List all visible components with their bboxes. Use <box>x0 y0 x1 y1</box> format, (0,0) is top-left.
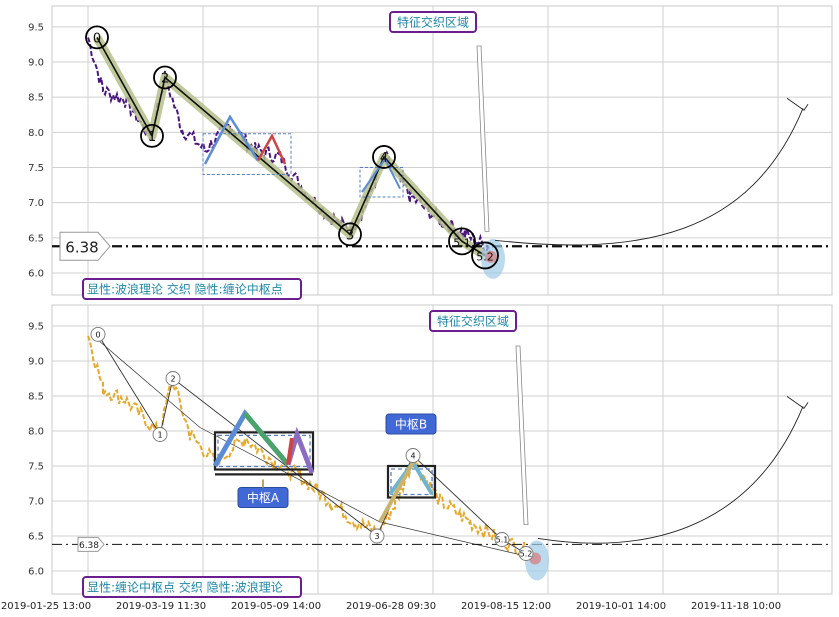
zhongshu-label-bg <box>385 413 437 435</box>
zhongshu-box-a <box>202 133 292 176</box>
zigzag-a4 <box>286 437 294 465</box>
wave-point-circle <box>405 448 421 463</box>
wave-point-circle <box>85 25 109 50</box>
wave-point-label: 4 <box>380 151 388 166</box>
y-tick-label: 9.5 <box>28 22 44 33</box>
wave-point-label: 1 <box>148 130 156 145</box>
wave-point-circle <box>494 532 510 547</box>
wave-point-circle <box>152 427 168 442</box>
y-tick-label: 9.0 <box>28 357 44 368</box>
wave-point-circle <box>448 227 476 256</box>
zigzag-a2 <box>243 411 290 467</box>
y-tick-label: 6.0 <box>28 567 44 578</box>
annotation-text: 特征交织区域 <box>437 314 509 329</box>
forecast-arc <box>494 108 804 246</box>
zhongshu-inner-b <box>390 468 433 496</box>
wave-point-label: 0 <box>93 31 101 46</box>
wave-point-circle <box>338 222 362 247</box>
wave-point-label: 4 <box>410 452 415 461</box>
y-tick-label: 7.5 <box>28 163 44 174</box>
zigzag-b <box>361 157 401 193</box>
wave-point-label: 0 <box>95 330 100 339</box>
wave-point-circle <box>165 371 181 386</box>
wave-point-circle <box>90 326 106 342</box>
wave-point-circle <box>153 65 177 90</box>
wave-point-label: 3 <box>374 532 379 541</box>
annotation-box <box>429 310 517 332</box>
price-tag <box>59 231 111 261</box>
wave-polyline <box>96 36 486 257</box>
annotation-text: 特征交织区域 <box>397 15 469 30</box>
y-tick-label: 8.0 <box>28 427 44 438</box>
wave-point-circle <box>518 546 534 561</box>
legend-caption: 显性:波浪理论 交织 隐性:缠论中枢点 <box>87 282 283 297</box>
y-tick-label: 7.5 <box>28 462 44 473</box>
wave-point-label: 3 <box>346 228 354 243</box>
wave-point-circle <box>372 145 396 169</box>
wave-point-label: 1 <box>157 431 162 440</box>
wave-point-label: 5.2 <box>476 250 494 263</box>
y-tick-label: 8.0 <box>28 128 44 139</box>
legend-caption-box <box>82 576 302 598</box>
y-tick-label: 6.5 <box>28 233 44 244</box>
wave-point-label: 2 <box>161 71 169 86</box>
x-tick-label: 2019-08-15 12:00 <box>461 601 551 612</box>
y-tick-label: 7.0 <box>28 497 44 508</box>
annotation-pointer <box>515 345 529 525</box>
forecast-arc-head <box>786 97 809 111</box>
wave-point-circle <box>471 241 499 270</box>
price-tag <box>77 536 105 552</box>
plot-frame <box>51 5 833 296</box>
top-panel: 9.5 9.0 8.5 8.0 7.5 7.0 6.5 6.0 6.38 0 1 2 3 4 5.1 5.2 特… <box>28 5 833 300</box>
x-tick-label: 2019-05-09 14:00 <box>231 601 321 612</box>
annotation-pointer <box>476 45 490 232</box>
y-tick-label: 9.5 <box>28 322 44 333</box>
x-tick-label: 2019-01-25 13:00 <box>1 601 91 612</box>
end-dot <box>485 250 497 263</box>
wave-point-label: 5.2 <box>520 550 533 559</box>
zigzag-a2 <box>256 133 287 165</box>
y-tick-label: 7.0 <box>28 198 44 209</box>
forecast-arc-head <box>786 396 809 410</box>
wave-point-label: 5.1 <box>496 536 509 545</box>
wave-point-label: 2 <box>170 375 175 384</box>
legend-caption-box <box>82 278 302 300</box>
annotation-box <box>389 11 477 33</box>
forecast-arc <box>537 406 804 544</box>
x-tick-label: 2019-03-19 11:30 <box>116 601 206 612</box>
price-tag-label: 6.38 <box>79 541 99 551</box>
price-tag-label: 6.38 <box>65 238 98 256</box>
y-tick-label: 9.0 <box>28 58 44 69</box>
x-tick-label: 2019-06-28 09:30 <box>346 601 436 612</box>
x-tick-label: 2019-11-18 10:00 <box>691 601 781 612</box>
zigzag-b-up <box>378 461 415 523</box>
bottom-panel: 9.5 9.0 8.5 8.0 7.5 7.0 6.5 6.0 中枢A 中枢B 6.38 0 1 2 3 4 5… <box>28 304 833 598</box>
y-tick-label: 6.5 <box>28 532 44 543</box>
zhongshu-label: 中枢B <box>395 417 427 432</box>
y-tick-label: 8.5 <box>28 392 44 403</box>
plot-frame <box>51 304 833 595</box>
zhongshu-label: 中枢A <box>247 490 280 505</box>
wave-point-circle <box>369 528 385 544</box>
y-tick-label: 8.5 <box>28 93 44 104</box>
x-tick-label: 2019-10-01 14:00 <box>576 601 666 612</box>
legend-caption: 显性:缠论中枢点 交织 隐性:波浪理论 <box>87 580 283 595</box>
wave-point-label: 5.1 <box>453 236 471 249</box>
y-tick-label: 6.0 <box>28 269 44 280</box>
zigzag-a1 <box>203 114 260 165</box>
wave-point-circle <box>140 123 164 148</box>
